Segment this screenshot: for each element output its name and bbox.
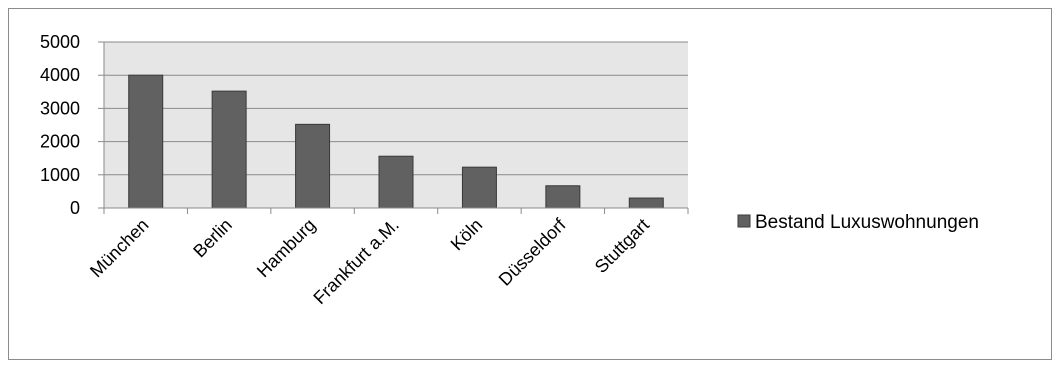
y-tick-label: 4000: [40, 65, 80, 85]
x-tick-label: Düsseldorf: [495, 214, 571, 290]
bar: [128, 74, 164, 209]
x-tick-label: Köln: [447, 215, 487, 255]
legend: Bestand Luxuswohnungen: [737, 212, 979, 233]
x-tick-label: Berlin: [189, 215, 236, 262]
y-axis-ticks: 0 1000 2000 3000 4000 5000: [40, 32, 104, 218]
bar: [545, 185, 581, 209]
y-tick-label: 0: [70, 198, 80, 218]
y-tick-label: 3000: [40, 98, 80, 118]
bar: [211, 90, 247, 209]
x-tick-label: Hamburg: [253, 215, 319, 281]
x-tick-label: München: [86, 215, 153, 282]
legend-label: Bestand Luxuswohnungen: [755, 212, 979, 233]
x-tick-label: Stuttgart: [591, 215, 653, 277]
bar: [628, 197, 664, 209]
bar: [378, 155, 414, 209]
axes: [103, 42, 688, 209]
y-tick-label: 1000: [40, 165, 80, 185]
legend-swatch: [737, 214, 751, 228]
y-tick-label: 5000: [40, 32, 80, 52]
bars: [128, 74, 664, 209]
bar: [295, 123, 331, 209]
y-tick-label: 2000: [40, 132, 80, 152]
x-tick-label: Frankfurt a.M.: [309, 215, 402, 308]
bar: [461, 166, 497, 209]
